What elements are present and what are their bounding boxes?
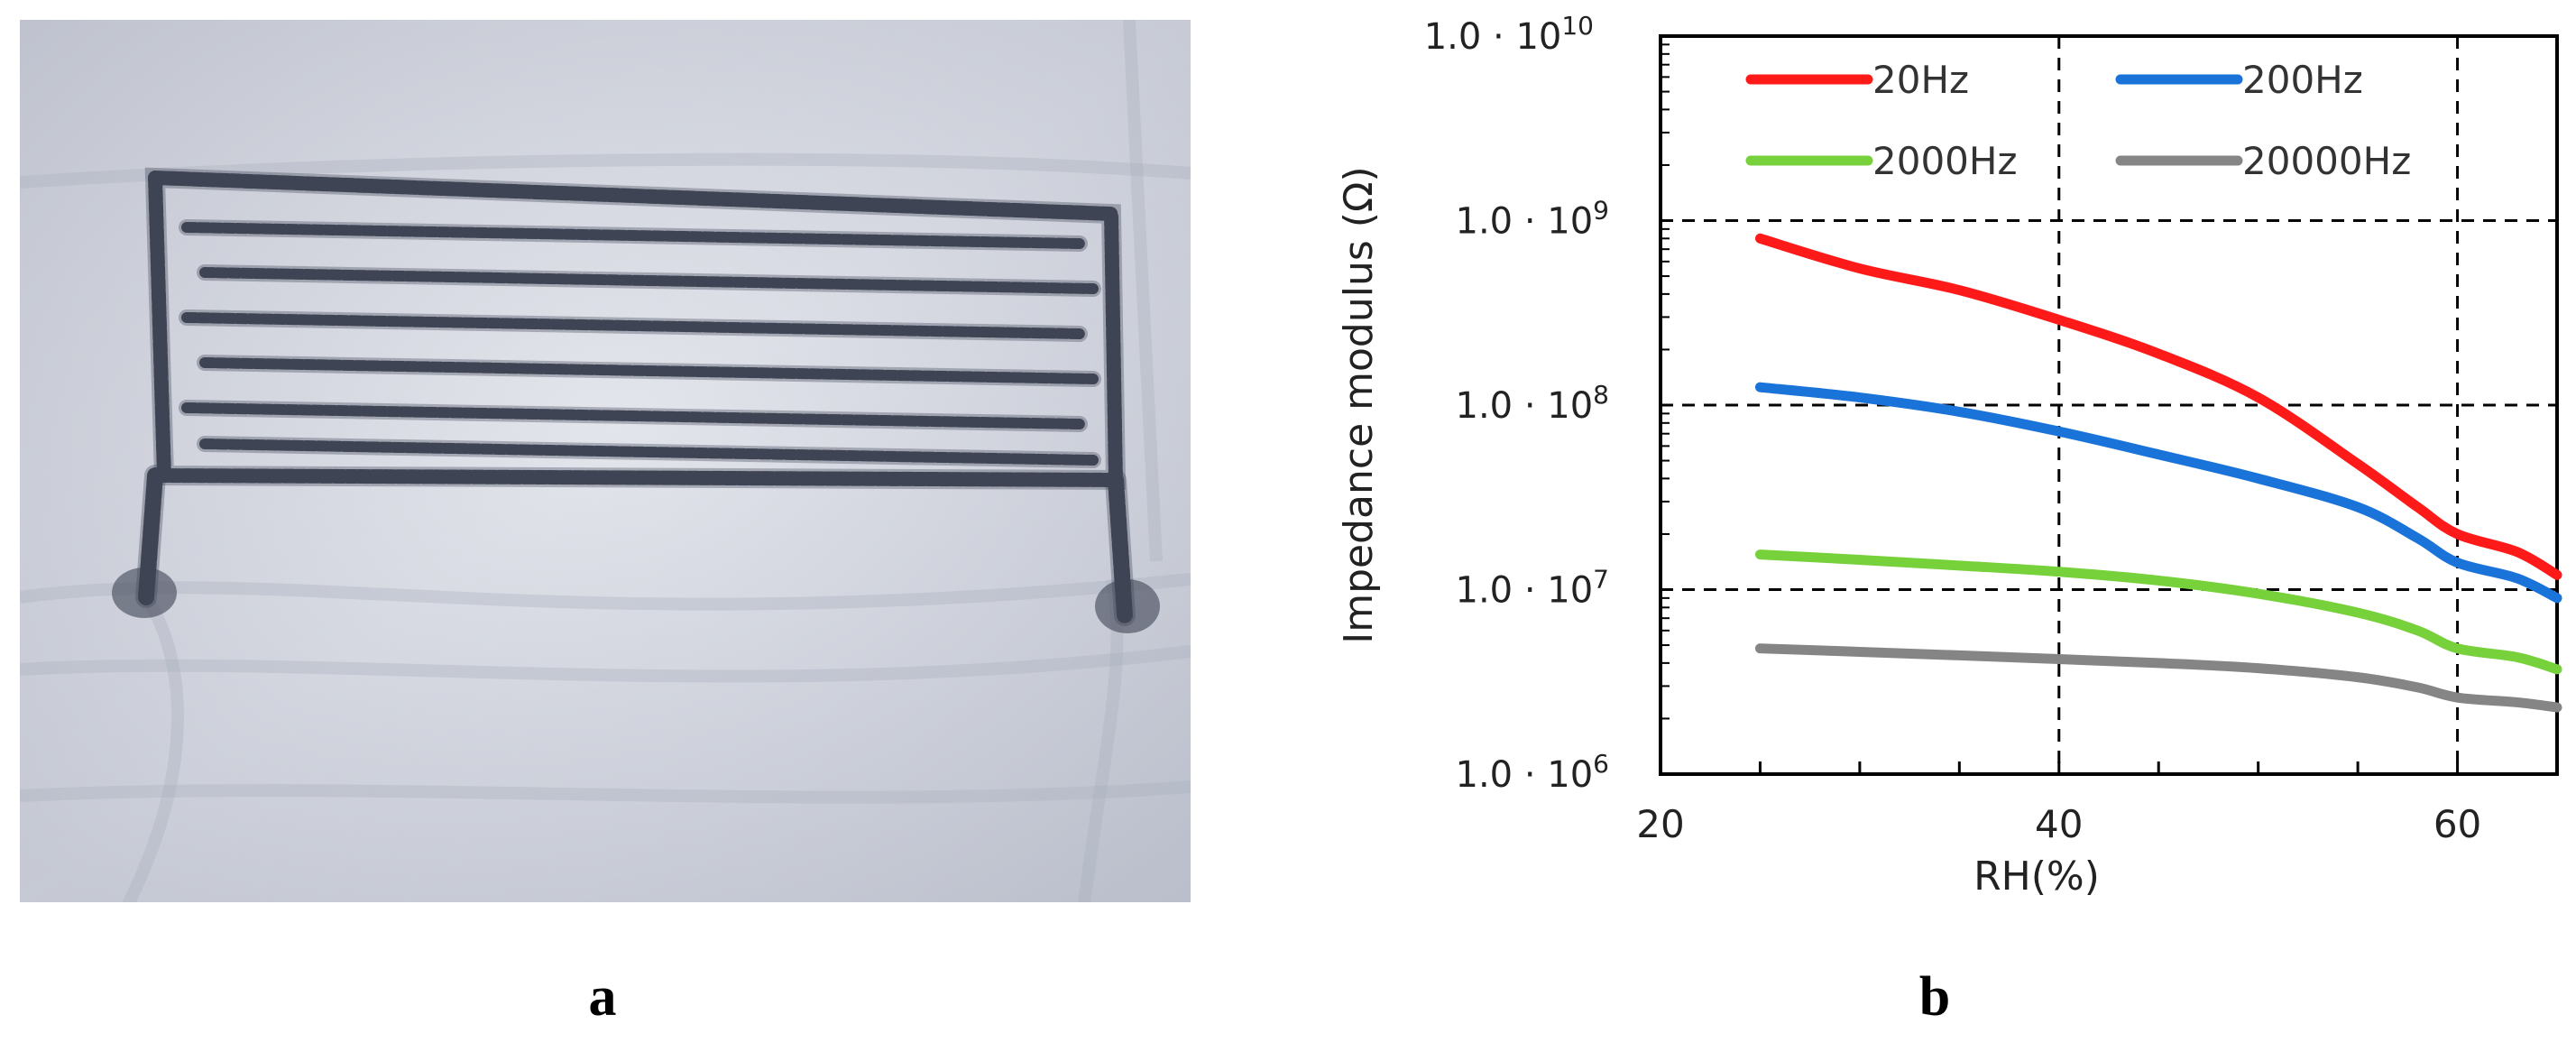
stitched-thread bbox=[199, 357, 1099, 384]
tick-marks bbox=[1661, 43, 2460, 774]
x-tick-labels: 20 40 60 bbox=[1636, 802, 2481, 846]
y-tick-exponent: 8 bbox=[1593, 380, 1609, 410]
y-tick-labels: 1.0 · 106 1.0 · 107 1.0 · 108 1.0 · 109 1.0 … bbox=[1424, 11, 1609, 796]
stitched-thread bbox=[181, 222, 1085, 249]
fabric-wrinkle bbox=[19, 645, 1191, 683]
x-tick-label: 20 bbox=[1636, 802, 1684, 846]
fabric-sensor-photo bbox=[19, 19, 1191, 908]
panel-label-a: a bbox=[588, 966, 617, 1028]
terminal-pad bbox=[112, 568, 177, 618]
legend: 20Hz 200Hz 2000Hz 20000Hz bbox=[1745, 58, 2411, 183]
x-tick-label: 40 bbox=[2035, 802, 2083, 846]
legend-label-2000hz: 2000Hz bbox=[1872, 139, 2018, 183]
x-tick-label: 60 bbox=[2433, 802, 2481, 846]
stitched-thread bbox=[181, 312, 1085, 339]
terminal-pad bbox=[1095, 579, 1160, 633]
y-tick-exponent: 9 bbox=[1593, 196, 1609, 226]
y-axis-label: Impedance modulus (Ω) bbox=[1336, 166, 1382, 643]
impedance-chart-svg: 1.0 · 106 1.0 · 107 1.0 · 108 1.0 · 109 1.0 … bbox=[1336, 11, 2562, 900]
fabric-wrinkle bbox=[122, 594, 184, 908]
series-line-200hz bbox=[1754, 382, 2562, 604]
stitched-thread bbox=[199, 267, 1099, 294]
y-tick-label: 1.0 · 108 bbox=[1456, 380, 1609, 427]
fabric-wrinkle bbox=[19, 780, 1191, 804]
series-line-20000hz bbox=[1754, 643, 2562, 713]
y-tick-label: 1.0 · 1010 bbox=[1424, 11, 1594, 58]
y-tick-label: 1.0 · 106 bbox=[1456, 749, 1609, 796]
impedance-chart: 1.0 · 106 1.0 · 107 1.0 · 108 1.0 · 109 1.0 … bbox=[1281, 0, 2576, 938]
fabric-wrinkle bbox=[1123, 19, 1163, 562]
y-tick-exponent: 6 bbox=[1593, 749, 1609, 779]
legend-label-200hz: 200Hz bbox=[2242, 58, 2363, 102]
y-tick-label: 1.0 · 107 bbox=[1456, 565, 1609, 612]
stitched-thread bbox=[199, 438, 1099, 466]
stitched-thread bbox=[181, 402, 1085, 429]
series-line-2000hz bbox=[1754, 549, 2562, 675]
series-line-20hz bbox=[1754, 233, 2562, 580]
legend-label-20hz: 20Hz bbox=[1872, 58, 1969, 102]
fabric-sensor-image bbox=[19, 19, 1191, 908]
y-tick-exponent: 10 bbox=[1561, 11, 1594, 41]
embroidered-electrode bbox=[112, 167, 1160, 633]
y-tick-exponent: 7 bbox=[1593, 565, 1609, 595]
y-tick-label: 1.0 · 109 bbox=[1456, 196, 1609, 243]
legend-label-20000hz: 20000Hz bbox=[2242, 139, 2411, 183]
panel-label-b: b bbox=[1918, 966, 1951, 1028]
x-axis-label: RH(%) bbox=[1973, 854, 2100, 900]
series-lines bbox=[1754, 233, 2562, 713]
